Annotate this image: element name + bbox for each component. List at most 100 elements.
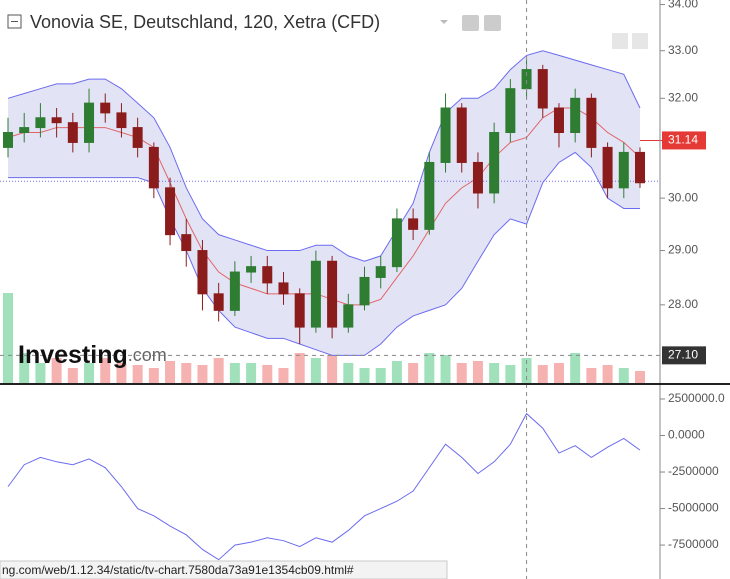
candle-body — [67, 122, 78, 143]
dropdown-arrow[interactable] — [440, 20, 448, 24]
candle-body — [375, 266, 386, 278]
candle-body — [35, 117, 46, 129]
last-price-box — [662, 131, 706, 150]
candle-body — [165, 187, 176, 236]
volume-bar — [570, 353, 581, 383]
candle-body — [553, 107, 564, 134]
volume-bar — [246, 363, 257, 383]
volume-bar — [472, 361, 483, 383]
volume-bar — [84, 363, 95, 383]
candle-body — [262, 266, 273, 284]
candle-body — [391, 218, 402, 268]
candle-body — [408, 218, 419, 230]
volume-bar — [537, 365, 548, 383]
candle-body — [359, 276, 370, 306]
candle-body — [116, 112, 127, 129]
volume-bar — [116, 363, 127, 383]
volume-bar — [408, 363, 419, 383]
indicator-line — [7, 412, 641, 561]
settings-button[interactable] — [484, 15, 501, 31]
candle-body — [456, 107, 467, 163]
candle-body — [570, 97, 581, 134]
band-line — [8, 151, 640, 356]
y-tick-label: 34.00 — [668, 0, 698, 11]
candle-body — [343, 304, 354, 328]
candle-body — [424, 161, 435, 230]
volume-bar — [51, 358, 62, 383]
visibility-button[interactable] — [462, 15, 479, 31]
watermark-main: Investing — [18, 341, 128, 369]
candle-body — [635, 151, 645, 184]
volume-bar — [213, 358, 224, 383]
candle-body — [197, 250, 208, 295]
last-price-label: 31.14 — [668, 133, 698, 147]
volume-bar — [602, 365, 613, 383]
volume-bar — [310, 358, 321, 383]
watermark: Investing.com — [18, 341, 167, 369]
pane-button[interactable] — [632, 33, 648, 49]
candle-body — [294, 293, 305, 328]
candle-body — [440, 107, 451, 163]
candle-body — [19, 127, 30, 134]
volume-bar — [586, 368, 597, 383]
volume-bar — [3, 293, 13, 383]
volume-bar — [489, 363, 500, 383]
candle-body — [3, 132, 13, 148]
volume-bar — [67, 368, 78, 383]
candle-body — [246, 266, 257, 273]
y-tick-label: 32.00 — [668, 90, 698, 104]
volume-bar — [635, 371, 645, 383]
y-tick-label: -7500000 — [668, 537, 719, 551]
volume-bar — [132, 365, 143, 383]
volume-bar — [229, 363, 240, 383]
y-tick-label: -5000000 — [668, 501, 719, 515]
volume-bar — [197, 365, 208, 383]
volume-bar — [100, 358, 111, 383]
candle-body — [148, 146, 159, 189]
candle-body — [472, 161, 483, 194]
volume-bar — [375, 368, 386, 383]
volume-bar — [181, 363, 192, 383]
y-tick-label: 0.0000 — [668, 428, 705, 442]
volume-bar — [456, 363, 467, 383]
candle-body — [51, 117, 62, 124]
chart-title: Vonovia SE, Deutschland, 120, Xetra (CFD… — [30, 12, 380, 32]
y-tick-label: 30.00 — [668, 190, 698, 204]
volume-bar — [359, 368, 370, 383]
y-tick-label: -2500000 — [668, 464, 719, 478]
band-fill — [8, 50, 640, 356]
candle-body — [327, 260, 338, 328]
candle-body — [181, 234, 192, 252]
volume-bar — [278, 368, 289, 383]
y-tick-label: 29.00 — [668, 243, 698, 257]
candle-body — [132, 127, 143, 148]
candle-body — [213, 293, 224, 311]
status-bar — [0, 560, 448, 579]
crosshair-label: 27.10 — [668, 348, 698, 362]
volume-bar — [19, 353, 30, 383]
y-tick-label: 33.00 — [668, 43, 698, 57]
candle-body — [229, 271, 240, 311]
candle-body — [537, 69, 548, 109]
band-line — [7, 50, 641, 262]
y-tick-label: 28.00 — [668, 297, 698, 311]
candle-body — [505, 88, 516, 134]
candle-body — [278, 282, 289, 295]
band-line — [7, 107, 641, 306]
volume-bar — [294, 353, 305, 383]
candle-body — [100, 102, 111, 114]
y-tick-label: 2500000.0 — [668, 391, 725, 405]
candle-body — [586, 97, 597, 148]
volume-bar — [424, 353, 435, 383]
pane-button[interactable] — [612, 33, 628, 49]
watermark-suffix: .com — [128, 345, 167, 365]
volume-bar — [35, 363, 46, 383]
candle-body — [489, 132, 500, 194]
overlay: Vonovia SE, Deutschland, 120, Xetra (CFD… — [0, 6, 648, 579]
volume-bar — [618, 368, 629, 383]
candle-body — [84, 102, 95, 143]
volume-bar — [165, 361, 176, 383]
volume-bar — [262, 365, 273, 383]
